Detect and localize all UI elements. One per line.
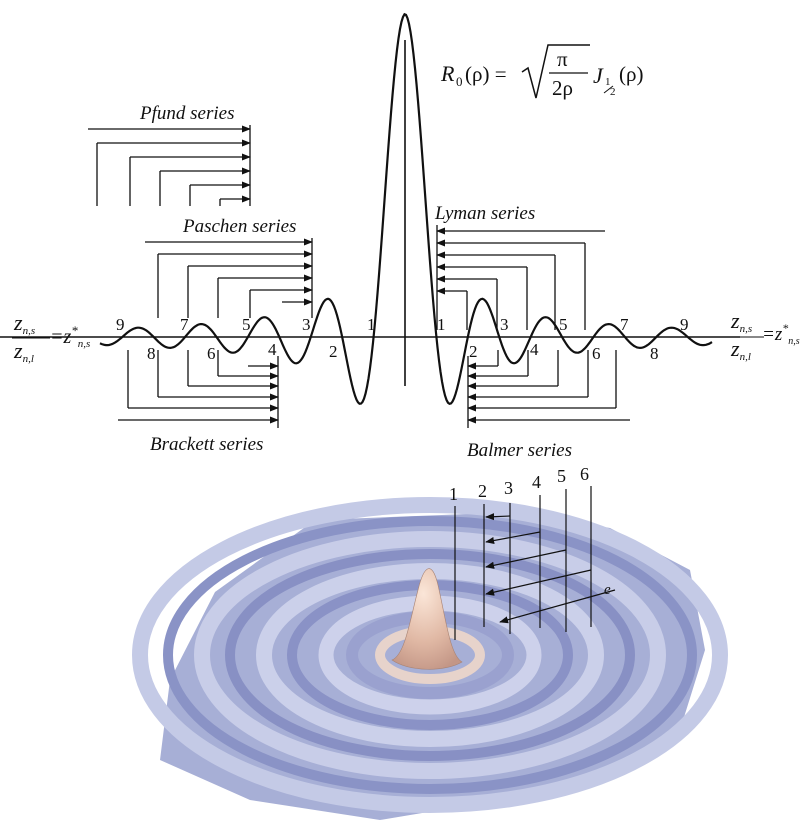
zero-label: 9 [116, 315, 125, 334]
bessel-order-den: 2 [610, 86, 616, 98]
sqrt-sign [521, 44, 590, 99]
radial-wave-curve [99, 12, 713, 405]
bessel-symbol: J [593, 63, 604, 88]
svg-text:zn,l: zn,l [730, 336, 751, 363]
formula-lhs-symbol: R [440, 61, 455, 86]
zero-labels-right: 1 2 3 4 5 6 7 8 9 [437, 315, 689, 363]
sqrt-denominator: 2ρ [552, 76, 573, 100]
svg-text:zn,s: zn,s [13, 310, 35, 337]
zero-label: 9 [680, 315, 689, 334]
pfund-series-label: Pfund series [139, 103, 234, 124]
pfund-arrows [88, 125, 251, 206]
svg-text:zn,s: zn,s [730, 308, 752, 335]
central-peak [391, 568, 463, 670]
zero-label: 8 [147, 344, 156, 363]
zero-label: 8 [650, 344, 659, 363]
surface-ring [225, 549, 635, 761]
bessel-order-num: 1 [605, 76, 611, 88]
surface-ring [132, 497, 728, 813]
zero-label: 2 [469, 342, 478, 361]
bessel-formula: R 0 (ρ) = π 2ρ J 1 2 (ρ) [440, 44, 643, 100]
ring-labels: 1 2 3 4 5 6 e [449, 464, 611, 598]
lyman-arrows [436, 225, 605, 330]
zero-label: 6 [207, 344, 216, 363]
ring-lines [454, 486, 616, 640]
brackett-arrows [118, 350, 279, 428]
lyman-series-label: Lyman series [434, 203, 535, 224]
zero-label: 3 [302, 315, 311, 334]
zero-label: 5 [559, 315, 568, 334]
zero-label: 4 [530, 340, 539, 359]
svg-text:zn,l: zn,l [13, 338, 34, 365]
ring-label: 6 [580, 464, 589, 484]
zero-labels-left: 9 8 7 6 5 4 3 2 1 [116, 315, 376, 363]
zero-label: 4 [268, 340, 277, 359]
zero-label: 2 [329, 342, 338, 361]
formula-lhs-subscript: 0 [456, 74, 463, 89]
paschen-arrows [145, 238, 313, 318]
formula-lhs-arg: (ρ) = [465, 62, 507, 86]
electron-label: e [604, 582, 611, 598]
svg-text:=z*n,s: =z*n,s [762, 321, 800, 347]
surface-ring [163, 516, 697, 794]
surface-plot: 1 2 3 4 5 6 e [132, 464, 728, 820]
zero-label: 3 [500, 315, 509, 334]
ring-label: 2 [478, 481, 487, 501]
brackett-series-label: Brackett series [150, 434, 263, 455]
zero-label: 1 [367, 315, 376, 334]
axis-label-left: zn,s =z*n,s zn,l [12, 310, 90, 365]
wave-diagram: Pfund series Paschen series Lyman series… [0, 12, 800, 461]
surface-ring [194, 531, 666, 779]
ring-label: 5 [557, 466, 566, 486]
ring-label: 3 [504, 478, 513, 498]
balmer-series-label: Balmer series [467, 440, 572, 461]
svg-text:=z*n,s: =z*n,s [50, 323, 90, 350]
zero-label: 6 [592, 344, 601, 363]
ring-label: 1 [449, 484, 458, 504]
paschen-series-label: Paschen series [182, 216, 296, 237]
zero-label: 1 [437, 315, 446, 334]
sqrt-numerator: π [557, 47, 568, 71]
ring-label: 4 [532, 472, 541, 492]
bessel-arg: (ρ) [619, 62, 643, 86]
axis-label-right: zn,s =z*n,s zn,l [729, 308, 800, 363]
zero-label: 5 [242, 315, 251, 334]
zero-label: 7 [620, 315, 629, 334]
balmer-arrows [467, 350, 630, 428]
zero-label: 7 [180, 315, 189, 334]
